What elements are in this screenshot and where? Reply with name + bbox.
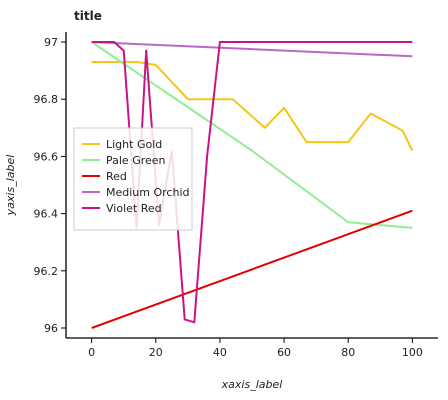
y-tick-label: 96.8	[34, 93, 59, 106]
x-tick-label: 0	[88, 346, 95, 359]
x-axis-ticks: 0 20 40 60 80 100	[88, 338, 423, 359]
chart-title: title	[74, 9, 102, 23]
y-tick-label: 96	[44, 322, 58, 335]
legend-label: Pale Green	[106, 154, 166, 167]
x-tick-label: 20	[149, 346, 163, 359]
legend-box	[73, 127, 193, 231]
x-tick-label: 100	[402, 346, 423, 359]
x-tick-label: 80	[341, 346, 355, 359]
legend-label: Light Gold	[106, 138, 162, 151]
series-line-pale-green	[91, 41, 413, 229]
y-axis-ticks: 96 96.2 96.4 96.6 96.8 97	[34, 36, 66, 335]
legend-label: Red	[106, 170, 127, 183]
y-axis-label: yaxis_label	[4, 155, 17, 217]
y-tick-label: 96.6	[34, 150, 59, 163]
series-line-light-gold	[91, 61, 414, 152]
y-tick-label: 96.2	[34, 265, 59, 278]
legend-label: Violet Red	[106, 202, 162, 215]
legend-label: Medium Orchid	[106, 186, 189, 199]
legend: Light Gold Pale Green Red Medium Orchid Viol…	[73, 127, 193, 231]
series-line-medium-orchid	[91, 41, 413, 58]
x-tick-label: 60	[277, 346, 291, 359]
x-tick-label: 40	[213, 346, 227, 359]
y-tick-label: 97	[44, 36, 58, 49]
series-line-red	[91, 209, 413, 329]
y-tick-label: 96.4	[34, 208, 59, 221]
x-axis-label: xaxis_label	[221, 378, 283, 391]
